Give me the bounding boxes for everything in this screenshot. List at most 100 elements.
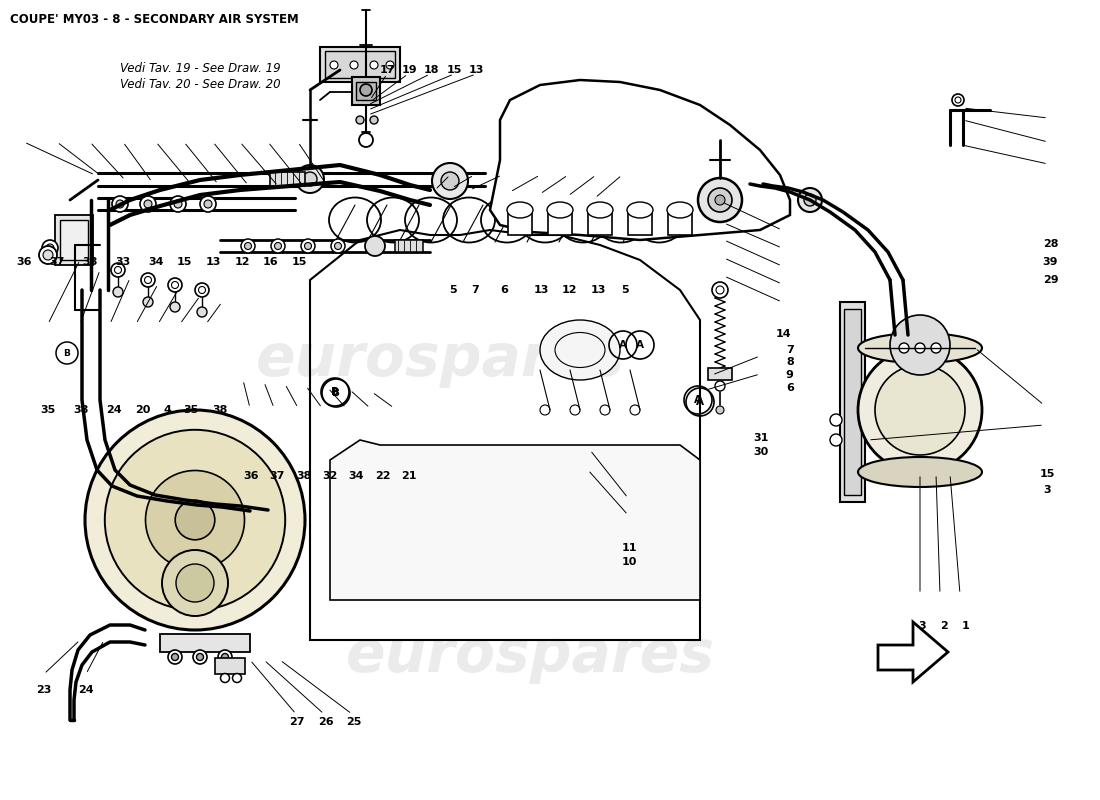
Polygon shape: [668, 210, 692, 235]
Text: 30: 30: [754, 447, 769, 457]
Circle shape: [85, 410, 305, 630]
Text: 13: 13: [534, 285, 549, 294]
Text: 15: 15: [292, 258, 307, 267]
Text: eurospares: eurospares: [255, 331, 625, 389]
Polygon shape: [588, 210, 612, 235]
Text: 38: 38: [296, 471, 311, 481]
Circle shape: [168, 278, 182, 292]
Circle shape: [432, 163, 468, 199]
Circle shape: [168, 650, 182, 664]
Text: 4: 4: [163, 405, 172, 414]
Circle shape: [931, 343, 940, 353]
Bar: [356, 82, 376, 100]
Text: COUPE' MY03 - 8 - SECONDARY AIR SYSTEM: COUPE' MY03 - 8 - SECONDARY AIR SYSTEM: [10, 13, 299, 26]
Text: 29: 29: [1043, 275, 1058, 285]
Text: 38: 38: [82, 258, 98, 267]
Circle shape: [952, 94, 964, 106]
Circle shape: [104, 430, 285, 610]
Circle shape: [170, 196, 186, 212]
Text: A: A: [636, 340, 644, 350]
Circle shape: [301, 239, 315, 253]
Text: A: A: [694, 395, 702, 405]
Circle shape: [176, 564, 214, 602]
Text: 5: 5: [450, 285, 456, 294]
Polygon shape: [548, 210, 572, 235]
Polygon shape: [330, 440, 700, 600]
Text: 2: 2: [939, 621, 948, 630]
Circle shape: [305, 242, 311, 250]
Bar: [324, 51, 395, 78]
Ellipse shape: [547, 202, 573, 218]
Bar: [352, 77, 379, 105]
Circle shape: [43, 250, 53, 260]
Circle shape: [356, 116, 364, 124]
Circle shape: [140, 196, 156, 212]
Circle shape: [175, 500, 214, 540]
Circle shape: [112, 196, 128, 212]
Circle shape: [715, 381, 725, 391]
Circle shape: [144, 200, 152, 208]
Text: 32: 32: [322, 471, 338, 481]
Text: 22: 22: [375, 471, 390, 481]
Circle shape: [370, 116, 378, 124]
Circle shape: [830, 414, 842, 426]
Circle shape: [915, 343, 925, 353]
Ellipse shape: [540, 320, 620, 380]
Text: 15: 15: [447, 66, 462, 75]
Circle shape: [698, 178, 742, 222]
Text: 35: 35: [184, 405, 199, 414]
Circle shape: [830, 434, 842, 446]
Bar: [55, 215, 94, 265]
Circle shape: [220, 674, 230, 682]
Text: 27: 27: [289, 717, 305, 726]
Text: 8: 8: [785, 358, 794, 367]
Bar: [320, 47, 400, 82]
Ellipse shape: [858, 333, 982, 363]
Polygon shape: [628, 210, 652, 235]
Circle shape: [218, 650, 232, 664]
Circle shape: [145, 470, 244, 570]
Text: 24: 24: [78, 685, 94, 694]
Circle shape: [244, 242, 252, 250]
Circle shape: [42, 240, 58, 256]
Circle shape: [271, 239, 285, 253]
Circle shape: [296, 165, 324, 193]
Circle shape: [174, 200, 182, 208]
Text: 19: 19: [402, 66, 417, 75]
Circle shape: [162, 550, 228, 616]
Circle shape: [804, 194, 816, 206]
Text: 12: 12: [562, 285, 578, 294]
Circle shape: [798, 188, 822, 212]
Text: 23: 23: [36, 685, 52, 694]
Text: 13: 13: [591, 285, 606, 294]
Circle shape: [197, 654, 204, 661]
Bar: [214, 658, 245, 674]
Text: 36: 36: [16, 258, 32, 267]
Circle shape: [386, 61, 394, 69]
Text: 6: 6: [785, 383, 794, 393]
Circle shape: [715, 195, 725, 205]
Text: 1: 1: [961, 621, 970, 630]
Circle shape: [330, 61, 338, 69]
Bar: [160, 634, 250, 652]
Text: A: A: [696, 397, 704, 407]
Circle shape: [241, 239, 255, 253]
Ellipse shape: [587, 202, 613, 218]
Text: B: B: [331, 387, 339, 397]
Circle shape: [899, 343, 909, 353]
Text: 7: 7: [471, 285, 480, 294]
Text: 28: 28: [1043, 239, 1058, 249]
Circle shape: [113, 287, 123, 297]
Text: 34: 34: [349, 471, 364, 481]
Text: 6: 6: [499, 285, 508, 294]
Circle shape: [192, 650, 207, 664]
Circle shape: [232, 674, 242, 682]
Text: 13: 13: [469, 66, 484, 75]
Bar: [708, 368, 732, 380]
Ellipse shape: [667, 202, 693, 218]
Circle shape: [111, 263, 125, 277]
Circle shape: [302, 172, 317, 186]
Text: 34: 34: [148, 258, 164, 267]
Text: 3: 3: [918, 621, 925, 630]
Text: 39: 39: [1043, 258, 1058, 267]
